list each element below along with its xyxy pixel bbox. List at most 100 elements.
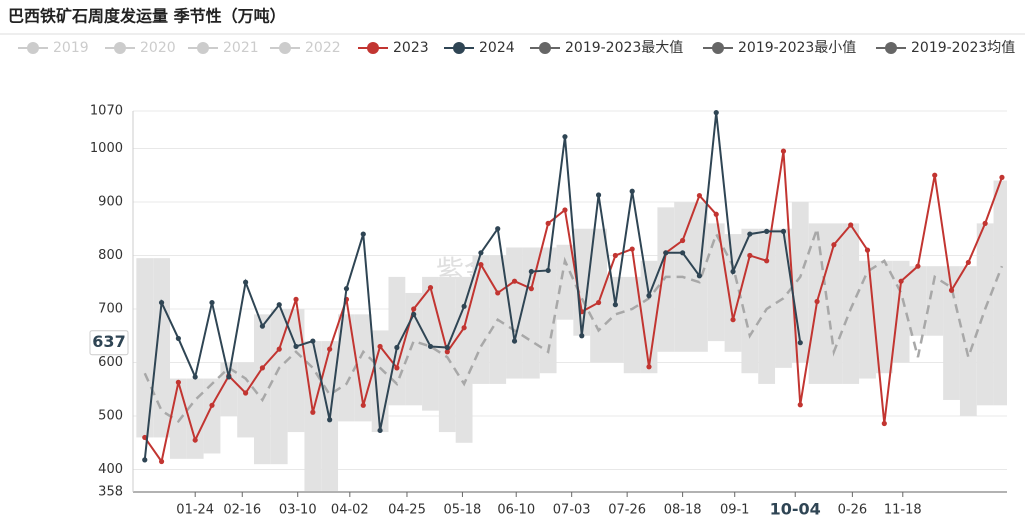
y-tick-label: 800	[98, 248, 123, 263]
legend-item[interactable]: 2019	[18, 40, 89, 56]
data-point	[696, 273, 703, 279]
y-tick-label: 400	[98, 462, 123, 477]
data-point	[528, 268, 534, 275]
y-tick-label: 700	[98, 301, 123, 316]
legend-item[interactable]: 2019-2023最大值	[530, 40, 683, 56]
legend-item[interactable]: 2020	[105, 40, 176, 56]
data-point	[595, 299, 602, 306]
data-point	[612, 302, 618, 308]
legend-label: 2024	[479, 40, 515, 56]
range-band	[606, 276, 624, 363]
legend-marker	[885, 42, 897, 54]
legend-item[interactable]: 2019-2023最小值	[703, 40, 856, 56]
range-band	[354, 314, 372, 422]
data-point	[881, 420, 887, 427]
y-tick-label: 900	[98, 194, 123, 209]
data-point	[310, 338, 316, 344]
data-point	[595, 192, 602, 198]
data-point	[192, 437, 198, 443]
data-point	[411, 306, 417, 312]
data-point	[478, 250, 484, 256]
range-band	[590, 228, 607, 363]
y-tick-label: 1070	[90, 104, 123, 119]
legend-label: 2019-2023最小值	[738, 40, 856, 56]
data-point	[747, 252, 753, 259]
data-point	[259, 323, 266, 329]
range-band	[993, 180, 1007, 406]
data-point	[209, 402, 215, 408]
data-point	[461, 303, 467, 309]
range-band	[943, 266, 960, 400]
data-point	[898, 278, 904, 284]
range-band	[791, 201, 809, 363]
legend-item[interactable]: 2024	[444, 40, 515, 56]
range-band	[422, 276, 439, 411]
x-tick-label: 06-10	[497, 503, 535, 518]
x-tick-label: 11-18	[884, 503, 922, 518]
legend-item[interactable]: 2022	[270, 40, 341, 56]
legend-label: 2019	[53, 40, 89, 56]
data-point	[713, 211, 719, 217]
data-point	[730, 268, 736, 275]
data-point	[545, 267, 551, 274]
data-point	[848, 222, 854, 228]
data-point	[831, 242, 837, 248]
data-point	[680, 250, 686, 256]
data-point	[629, 188, 635, 194]
data-point	[612, 252, 618, 259]
data-point	[545, 220, 551, 226]
data-point	[259, 365, 266, 371]
range-band	[270, 308, 288, 465]
data-point	[327, 417, 333, 423]
data-point	[293, 343, 299, 350]
range-band	[220, 362, 238, 417]
legend-item[interactable]: 2021	[188, 40, 259, 56]
range-band	[153, 258, 170, 438]
legend-marker	[539, 42, 551, 54]
data-point	[780, 148, 787, 154]
range-band	[825, 223, 843, 384]
legend-item[interactable]: 2019-2023均值	[876, 40, 1015, 56]
data-point	[495, 226, 501, 232]
data-point	[696, 192, 703, 199]
legend-marker	[114, 42, 126, 54]
data-point	[495, 290, 501, 296]
data-point	[142, 457, 148, 463]
range-band	[287, 308, 305, 433]
data-point	[444, 349, 450, 355]
range-band	[186, 378, 204, 459]
data-point	[562, 134, 568, 140]
data-point	[562, 207, 568, 213]
range-band	[926, 266, 944, 336]
data-point	[764, 258, 770, 264]
legend-marker	[197, 42, 209, 54]
legend-item[interactable]: 2023	[358, 40, 429, 56]
data-point	[948, 287, 955, 293]
x-tick-label: 07-26	[608, 503, 646, 518]
data-point	[646, 293, 652, 299]
legend-label: 2021	[223, 40, 259, 56]
legend-label: 2019-2023最大值	[565, 40, 683, 56]
data-point	[158, 458, 165, 465]
range-band	[909, 266, 927, 336]
x-tick-label: 03-10	[279, 503, 317, 518]
data-point	[982, 220, 988, 226]
data-point	[528, 286, 534, 292]
y-tick-label: 500	[98, 409, 123, 424]
data-point	[646, 364, 652, 370]
data-point	[327, 346, 333, 352]
crosshair-label: 637	[92, 332, 125, 351]
range-band	[758, 228, 776, 384]
data-point	[915, 263, 921, 269]
data-point	[814, 298, 820, 305]
data-point	[764, 228, 770, 235]
range-band	[556, 244, 574, 320]
range-band	[623, 276, 641, 374]
data-point	[999, 174, 1005, 180]
y-tick-label: 358	[98, 485, 123, 500]
data-point	[276, 346, 282, 352]
data-point	[478, 261, 484, 268]
range-band	[136, 258, 154, 438]
data-point	[394, 344, 400, 351]
